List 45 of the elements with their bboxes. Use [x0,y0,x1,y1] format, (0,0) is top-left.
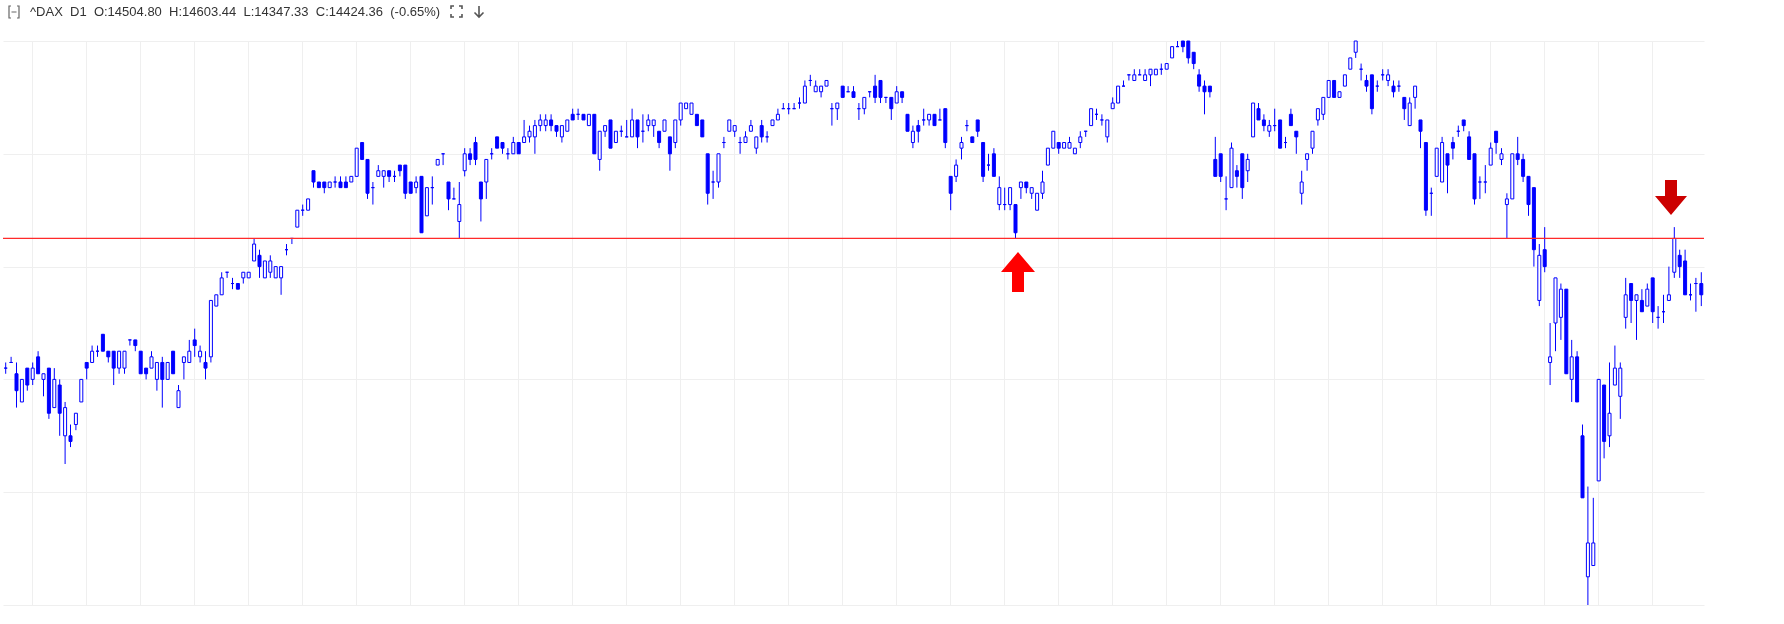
candlestick [1483,164,1488,194]
candlestick [127,339,132,347]
candlestick [797,96,802,110]
candlestick [1542,226,1547,273]
candlestick [1386,68,1391,87]
candlestick [1699,271,1704,307]
candlestick [997,175,1002,211]
candlestick [889,96,894,121]
candlestick [1488,142,1493,166]
candlestick [1224,175,1229,211]
candlestick [1245,153,1250,183]
candlestick [79,378,84,403]
candlestick [203,350,208,380]
candlestick [1418,119,1423,149]
candlestick [1548,322,1553,386]
candlestick [176,384,181,409]
candlestick [759,119,764,144]
candlestick [1299,170,1304,206]
candlestick [748,119,753,132]
candlestick [1375,79,1380,93]
candlestick [198,345,203,363]
candlestick [959,136,964,160]
candlestick [457,181,462,239]
candlestick [3,361,8,375]
candlestick [765,130,770,144]
candlestick [1450,136,1455,160]
candlestick [624,119,629,138]
candlestick [446,181,451,211]
candlestick [1105,119,1110,144]
candlestick [1099,113,1104,127]
candlestick [1310,130,1315,155]
candlestick [219,271,224,296]
candlestick [1407,96,1412,127]
candlestick [1294,130,1299,155]
candlestick [1666,266,1671,301]
chart-title: ^DAX D1 O:14504.80 H:14603.44 L:14347.33 C:14424.36 (-0.65%) [30,4,441,19]
candlestick [1305,153,1310,172]
candlestick [991,147,996,177]
candlestick [1213,136,1218,177]
candlestick [1413,85,1418,110]
candlestick [1218,153,1223,183]
candlestick [192,328,197,358]
candlestick [1402,96,1407,121]
candlestick [802,79,807,104]
candlestick [1494,130,1499,155]
